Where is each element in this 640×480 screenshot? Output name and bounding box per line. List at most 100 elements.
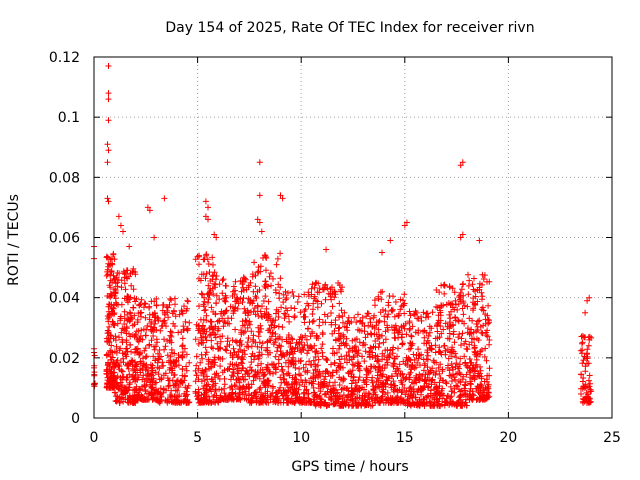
data-point [145,396,152,403]
data-point [435,317,442,324]
data-point [91,381,98,388]
data-point [407,312,414,319]
data-point [415,375,422,382]
data-point [438,282,445,289]
data-point [309,345,315,352]
data-point [344,327,351,334]
data-point [240,295,247,302]
data-point [341,309,348,316]
data-point [266,325,273,332]
data-point [112,337,119,344]
data-point [256,386,263,393]
data-point [362,334,369,341]
data-point [327,396,334,402]
data-point [399,340,406,347]
data-point [476,383,483,390]
data-point [332,379,338,386]
data-point [107,381,114,387]
data-point [429,309,436,316]
data-point [251,356,257,363]
data-point [293,385,300,392]
data-point [295,396,302,403]
data-point [108,342,115,349]
data-point [181,377,188,384]
data-point [119,391,126,397]
data-point [258,228,265,235]
data-point [125,384,132,391]
data-point [442,351,449,358]
data-point [337,335,344,342]
data-point [103,272,110,279]
data-point [483,357,490,364]
data-point [264,338,271,345]
data-point [132,331,139,338]
data-point [581,398,588,405]
data-point [335,325,342,332]
data-point [380,380,387,387]
data-point [322,373,329,380]
data-point [208,319,215,325]
data-point [282,387,289,394]
data-point [142,366,149,373]
data-point [318,402,324,409]
data-point [211,362,218,368]
data-point [256,349,263,356]
data-point [103,384,110,391]
data-point [111,348,118,355]
data-point [294,299,301,305]
data-point [471,301,478,308]
data-point [438,330,445,337]
data-point [183,363,190,370]
data-point [112,289,119,296]
data-point [478,289,485,296]
data-point [248,353,255,360]
data-point [380,389,387,396]
data-point [427,399,434,406]
data-point [105,359,111,366]
data-point [391,383,398,389]
data-point [114,270,121,276]
data-point [183,307,190,314]
data-point [254,395,260,402]
data-point [441,343,447,349]
data-point [454,383,461,390]
data-point [331,289,338,295]
data-point [379,356,386,363]
data-point [263,267,269,274]
data-point [457,355,464,362]
data-point [244,324,251,331]
data-point [201,303,208,310]
data-point [149,370,156,376]
data-point [276,290,283,297]
data-point [389,395,396,402]
data-point [474,287,481,294]
data-point [476,317,483,324]
data-point [369,374,376,381]
data-point [232,298,239,305]
data-point [329,303,336,310]
data-point [463,371,470,378]
data-point [107,284,114,291]
data-point [109,318,116,325]
data-point [108,268,115,274]
data-point [212,399,219,406]
data-point [133,295,140,302]
y-tick-label: 0.06 [49,231,80,247]
data-point [238,327,245,334]
data-point [310,300,317,307]
data-point [457,402,464,409]
data-point [479,293,486,300]
data-point [341,398,348,405]
data-point [128,357,135,364]
data-point [395,345,401,352]
data-point [440,377,447,384]
data-point [323,246,330,253]
data-point [245,344,252,350]
data-point [216,317,222,324]
data-point [105,338,112,345]
data-point [204,376,211,383]
data-point [397,371,404,377]
data-point [162,370,169,377]
data-point [252,293,259,300]
data-point [309,281,316,288]
